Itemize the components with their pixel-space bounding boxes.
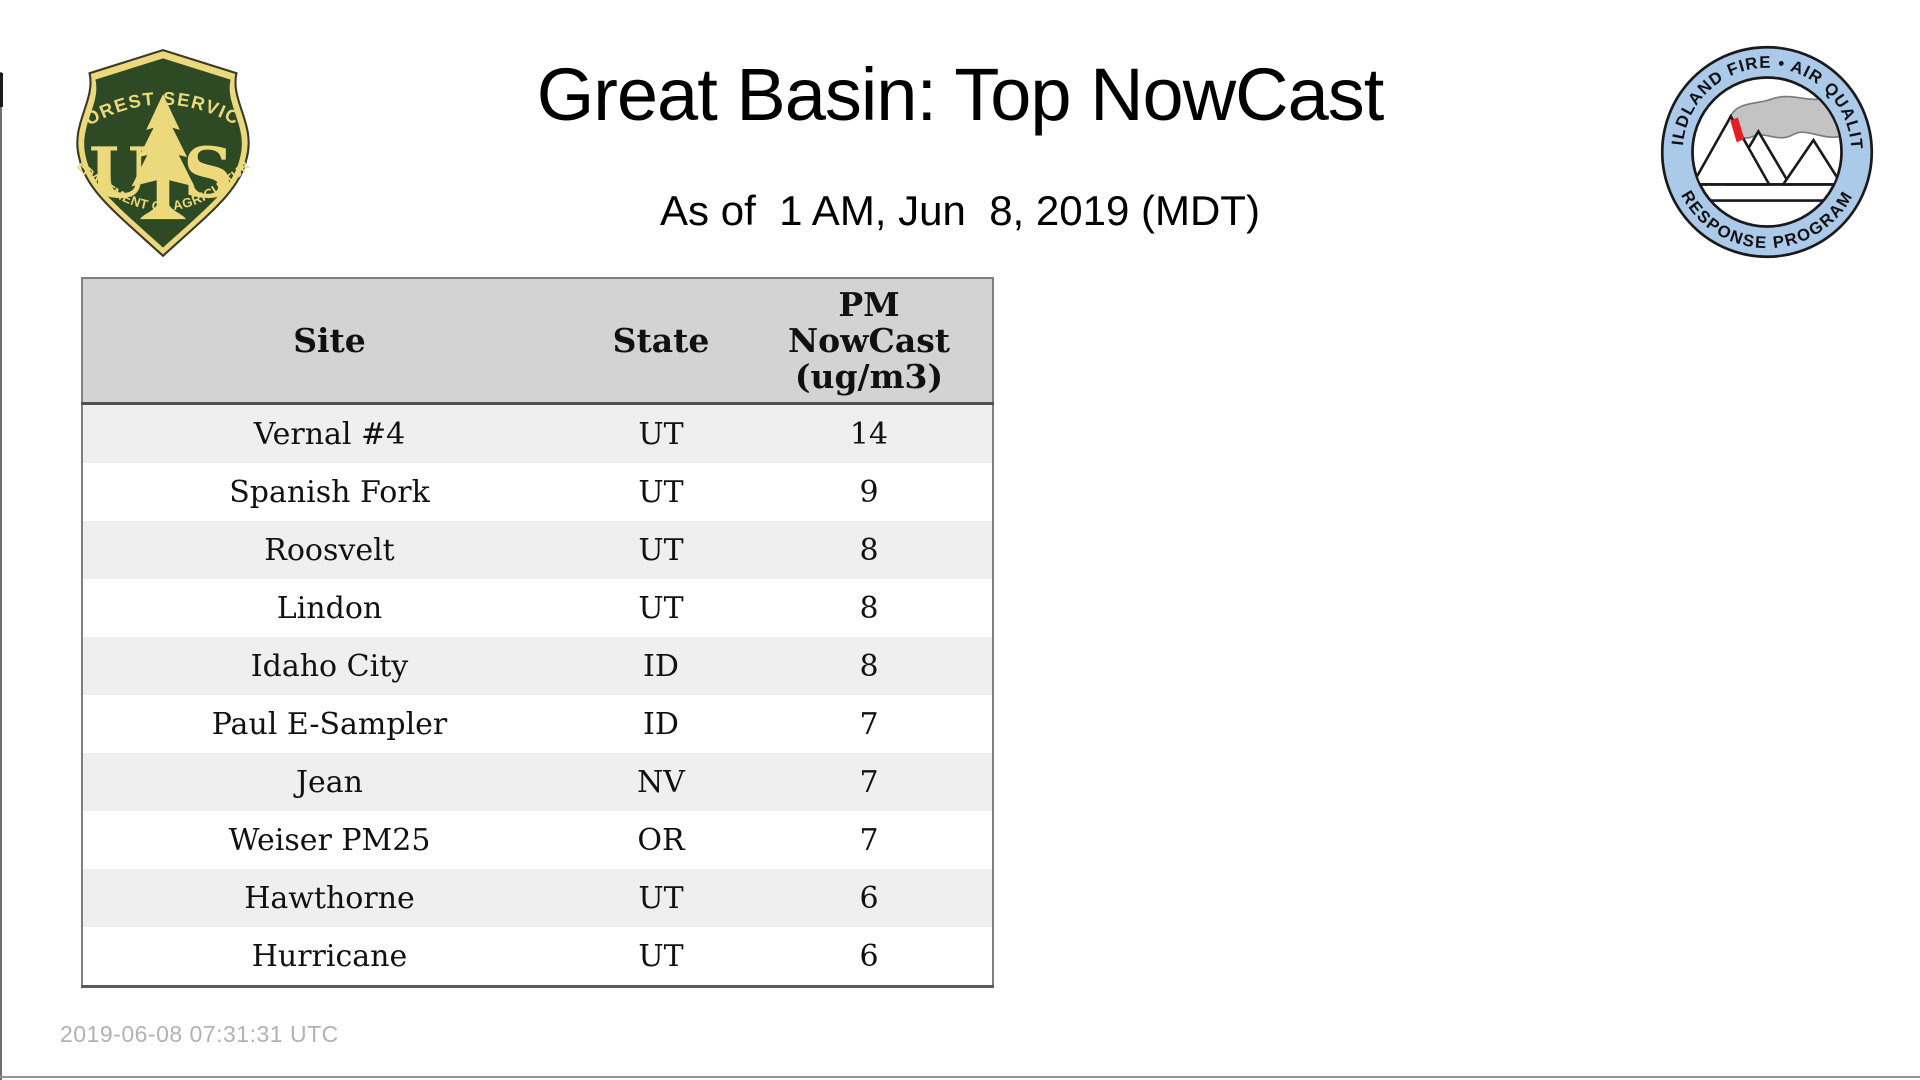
footer-timestamp: 2019-06-08 07:31:31 UTC <box>60 1021 339 1047</box>
table-row: Hawthorne UT 6 <box>82 869 993 927</box>
state-cell: ID <box>576 637 746 695</box>
nowcast-cell: 7 <box>746 811 993 869</box>
column-header-state: State <box>576 278 746 405</box>
state-cell: OR <box>576 811 746 869</box>
column-header-site: Site <box>82 278 576 405</box>
state-cell: UT <box>576 521 746 579</box>
window-left-border-notch <box>0 73 3 107</box>
nowcast-cell: 14 <box>746 403 993 463</box>
nowcast-cell: 8 <box>746 521 993 579</box>
pm-header-line2: NowCast <box>787 320 951 360</box>
column-header-pm-nowcast: PM NowCast (ug/m3) <box>746 278 993 405</box>
table-row: Idaho City ID 8 <box>82 637 993 695</box>
pm-header-line1: PM <box>838 284 900 324</box>
table-row: Roosvelt UT 8 <box>82 521 993 579</box>
window-left-border <box>0 72 2 1080</box>
site-cell: Lindon <box>82 579 576 637</box>
nowcast-cell: 8 <box>746 579 993 637</box>
site-cell: Jean <box>82 753 576 811</box>
wfaqrp-logo: WILDLAND FIRE • AIR QUALITY RESPONSE PRO… <box>1651 29 1875 260</box>
fire-mark-icon <box>1730 117 1745 143</box>
nowcast-cell: 8 <box>746 637 993 695</box>
page-subtitle: As of 1 AM, Jun 8, 2019 (MDT) <box>660 187 1260 234</box>
site-cell: Idaho City <box>82 637 576 695</box>
state-cell: UT <box>576 927 746 987</box>
nowcast-cell: 6 <box>746 869 993 927</box>
table-row: Spanish Fork UT 9 <box>82 463 993 521</box>
pine-tree-icon <box>131 94 195 220</box>
table-row: Vernal #4 UT 14 <box>82 403 993 463</box>
nowcast-cell: 9 <box>746 463 993 521</box>
site-cell: Vernal #4 <box>82 403 576 463</box>
state-cell: UT <box>576 463 746 521</box>
wfaqrp-seal-icon: WILDLAND FIRE • AIR QUALITY RESPONSE PRO… <box>1651 29 1874 259</box>
site-cell: Paul E-Sampler <box>82 695 576 753</box>
state-cell: UT <box>576 579 746 637</box>
nowcast-table: Site State PM NowCast (ug/m3) Vernal #4 … <box>81 277 994 988</box>
state-cell: UT <box>576 403 746 463</box>
pm-header-line3: (ug/m3) <box>794 356 944 396</box>
table-row: Paul E-Sampler ID 7 <box>82 695 993 753</box>
state-cell: UT <box>576 869 746 927</box>
state-cell: NV <box>576 753 746 811</box>
nowcast-cell: 7 <box>746 695 993 753</box>
nowcast-table-container: Site State PM NowCast (ug/m3) Vernal #4 … <box>81 277 994 988</box>
site-cell: Roosvelt <box>82 521 576 579</box>
site-cell: Weiser PM25 <box>82 811 576 869</box>
state-cell: ID <box>576 695 746 753</box>
site-cell: Hawthorne <box>82 869 576 927</box>
monogram-s: S <box>183 133 233 214</box>
nowcast-cell: 6 <box>746 927 993 987</box>
nowcast-cell: 7 <box>746 753 993 811</box>
table-row: Lindon UT 8 <box>82 579 993 637</box>
table-row: Weiser PM25 OR 7 <box>82 811 993 869</box>
table-row: Hurricane UT 6 <box>82 927 993 987</box>
smoke-plume-icon <box>1727 95 1841 139</box>
site-cell: Spanish Fork <box>82 463 576 521</box>
window-bottom-border <box>0 1076 1920 1078</box>
table-header-row: Site State PM NowCast (ug/m3) <box>82 278 993 405</box>
page-title: Great Basin: Top NowCast <box>536 53 1385 136</box>
table-row: Jean NV 7 <box>82 753 993 811</box>
site-cell: Hurricane <box>82 927 576 987</box>
